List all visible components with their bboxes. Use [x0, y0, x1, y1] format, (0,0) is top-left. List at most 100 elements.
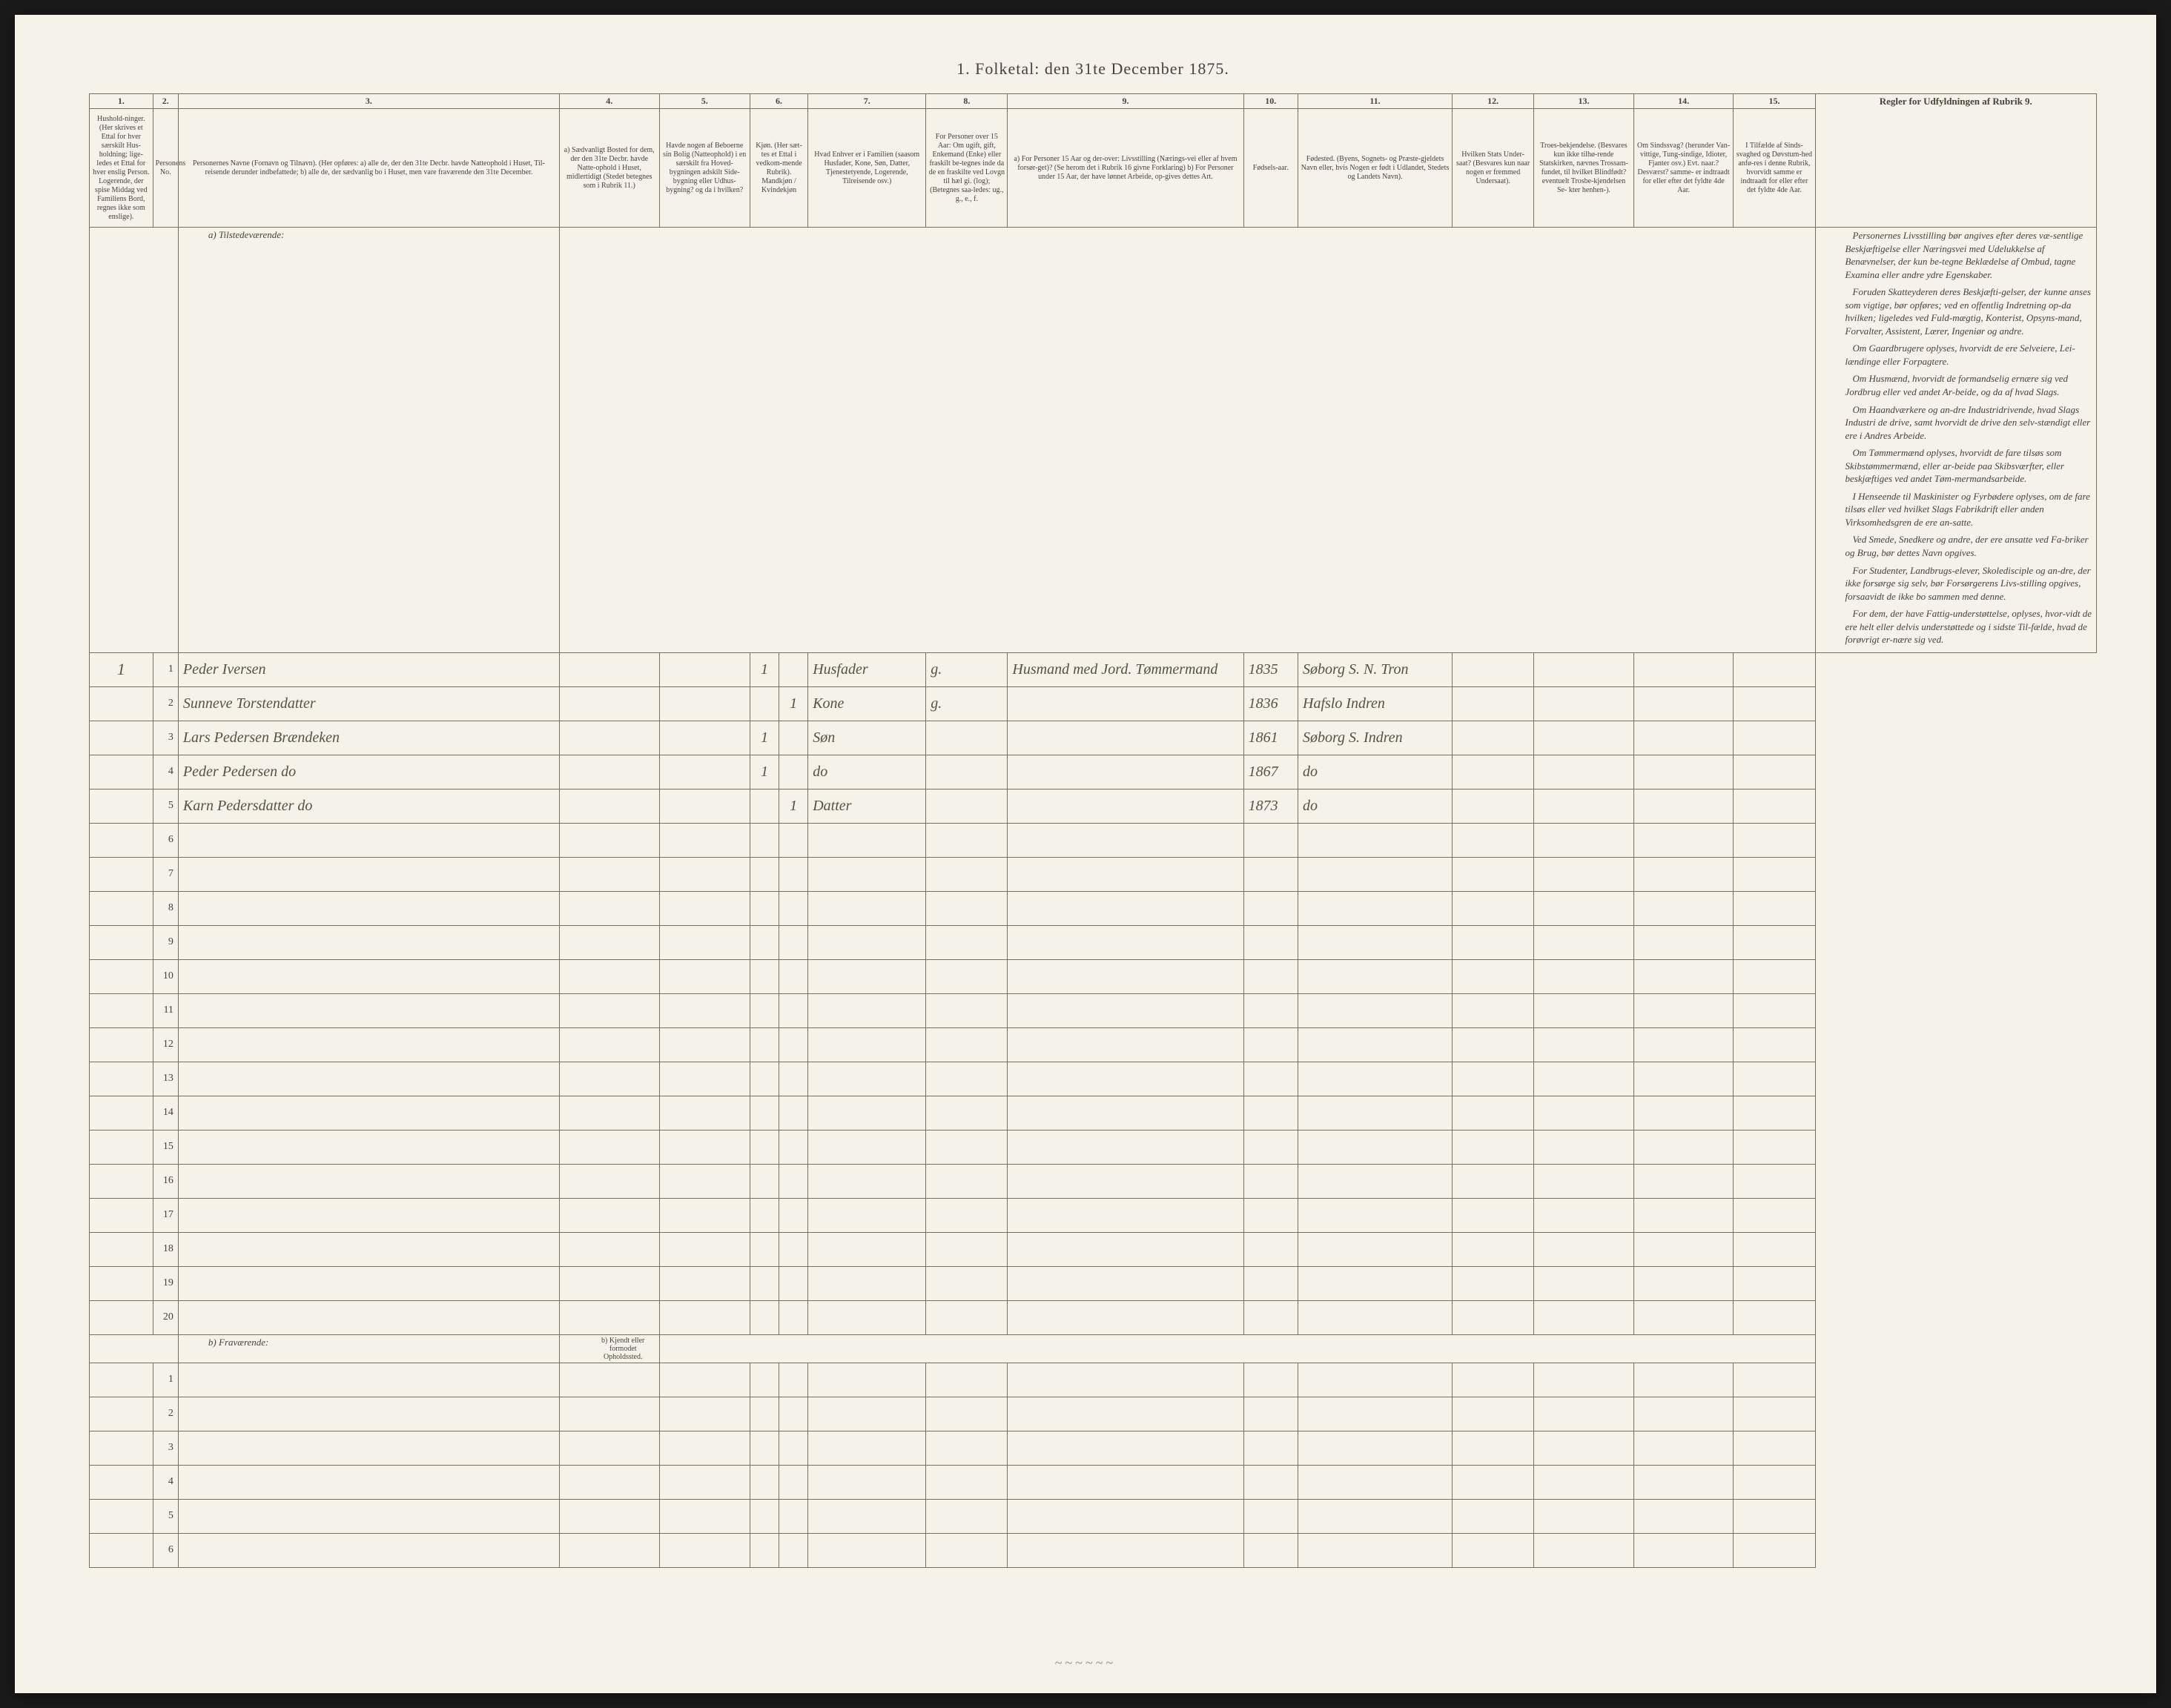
- cell-name: [178, 1232, 559, 1266]
- cell-5: [659, 1096, 750, 1130]
- cell-13: [1534, 857, 1634, 891]
- cell-relation: [808, 1062, 926, 1096]
- cell-14: [1633, 891, 1734, 925]
- cell-rownum: 18: [153, 1232, 178, 1266]
- cell-occupation: [1008, 1266, 1243, 1300]
- census-table: 1. 2. 3. 4. 5. 6. 7. 8. 9. 10. 11. 12. 1…: [89, 93, 2097, 1568]
- cell-occupation: [1008, 755, 1243, 789]
- cell-15: [1734, 1232, 1815, 1266]
- cell-4: [559, 1198, 659, 1232]
- cell-birthplace: [1298, 1130, 1453, 1164]
- header-13: Troes-bekjendelse. (Besvares kun ikke ti…: [1534, 109, 1634, 228]
- cell-birthplace: do: [1298, 789, 1453, 823]
- cell-year: 1861: [1243, 721, 1298, 755]
- cell-civil: [926, 1431, 1008, 1465]
- cell-5: [659, 652, 750, 686]
- cell-5: [659, 1431, 750, 1465]
- cell-civil: [926, 1533, 1008, 1567]
- cell-occupation: [1008, 1027, 1243, 1062]
- cell-household: 1: [90, 652, 153, 686]
- cell-13: [1534, 686, 1634, 721]
- cell-rownum: 5: [153, 789, 178, 823]
- cell-13: [1534, 1465, 1634, 1499]
- cell-occupation: [1008, 1198, 1243, 1232]
- cell-6m: [750, 1198, 779, 1232]
- instruction-paragraph: Ved Smede, Snedkere og andre, der ere an…: [1845, 533, 2095, 559]
- cell-civil: [926, 1130, 1008, 1164]
- cell-relation: [808, 891, 926, 925]
- cell-year: 1836: [1243, 686, 1298, 721]
- cell-6m: 1: [750, 755, 779, 789]
- cell-household: [90, 1397, 153, 1431]
- cell-occupation: [1008, 1499, 1243, 1533]
- cell-birthplace: [1298, 1499, 1453, 1533]
- cell-name: [178, 1096, 559, 1130]
- cell-name: [178, 1431, 559, 1465]
- cell-12: [1453, 1232, 1534, 1266]
- cell-birthplace: do: [1298, 755, 1453, 789]
- cell-relation: [808, 1130, 926, 1164]
- cell-occupation: [1008, 721, 1243, 755]
- cell-6f: [779, 1062, 808, 1096]
- cell-rownum: 19: [153, 1266, 178, 1300]
- cell-name: Lars Pedersen Brændeken: [178, 721, 559, 755]
- cell-civil: [926, 925, 1008, 959]
- cell-13: [1534, 1533, 1634, 1567]
- cell-6m: [750, 789, 779, 823]
- cell-occupation: [1008, 1130, 1243, 1164]
- cell-household: [90, 823, 153, 857]
- section-present-label: a) Tilstedeværende:: [178, 228, 559, 653]
- cell-6m: [750, 1027, 779, 1062]
- cell-15: [1734, 1062, 1815, 1096]
- cell-year: [1243, 823, 1298, 857]
- cell-5: [659, 857, 750, 891]
- cell-year: [1243, 1499, 1298, 1533]
- cell-13: [1534, 721, 1634, 755]
- cell-14: [1633, 1499, 1734, 1533]
- cell-civil: [926, 1300, 1008, 1334]
- cell-relation: do: [808, 755, 926, 789]
- cell-15: [1734, 1027, 1815, 1062]
- cell-birthplace: [1298, 1198, 1453, 1232]
- cell-12: [1453, 755, 1534, 789]
- table-row: 19: [90, 1266, 2097, 1300]
- cell-name: [178, 857, 559, 891]
- cell-12: [1453, 1300, 1534, 1334]
- cell-6m: [750, 1300, 779, 1334]
- cell-5: [659, 721, 750, 755]
- cell-13: [1534, 789, 1634, 823]
- cell-household: [90, 789, 153, 823]
- cell-household: [90, 857, 153, 891]
- cell-year: [1243, 959, 1298, 993]
- cell-household: [90, 1266, 153, 1300]
- cell-occupation: [1008, 925, 1243, 959]
- cell-year: [1243, 1164, 1298, 1198]
- cell-civil: [926, 891, 1008, 925]
- cell-civil: [926, 1027, 1008, 1062]
- cell-5: [659, 1499, 750, 1533]
- cell-name: Peder Pedersen do: [178, 755, 559, 789]
- cell-year: [1243, 993, 1298, 1027]
- cell-6f: [779, 1232, 808, 1266]
- colnum-13: 13.: [1534, 94, 1634, 109]
- cell-rownum: 11: [153, 993, 178, 1027]
- cell-relation: [808, 1300, 926, 1334]
- cell-birthplace: Søborg S. N. Tron: [1298, 652, 1453, 686]
- cell-5: [659, 755, 750, 789]
- cell-14: [1633, 686, 1734, 721]
- page-title: 1. Folketal: den 31te December 1875.: [89, 59, 2097, 79]
- cell-12: [1453, 1096, 1534, 1130]
- cell-14: [1633, 1198, 1734, 1232]
- table-row: 6: [90, 823, 2097, 857]
- cell-15: [1734, 1431, 1815, 1465]
- cell-civil: [926, 1062, 1008, 1096]
- cell-13: [1534, 1027, 1634, 1062]
- cell-name: [178, 925, 559, 959]
- cell-4: [559, 1062, 659, 1096]
- cell-13: [1534, 1198, 1634, 1232]
- cell-rownum: 6: [153, 823, 178, 857]
- cell-14: [1633, 959, 1734, 993]
- cell-year: [1243, 1266, 1298, 1300]
- header-5: Havde nogen af Beboerne sin Bolig (Natte…: [659, 109, 750, 228]
- cell-12: [1453, 993, 1534, 1027]
